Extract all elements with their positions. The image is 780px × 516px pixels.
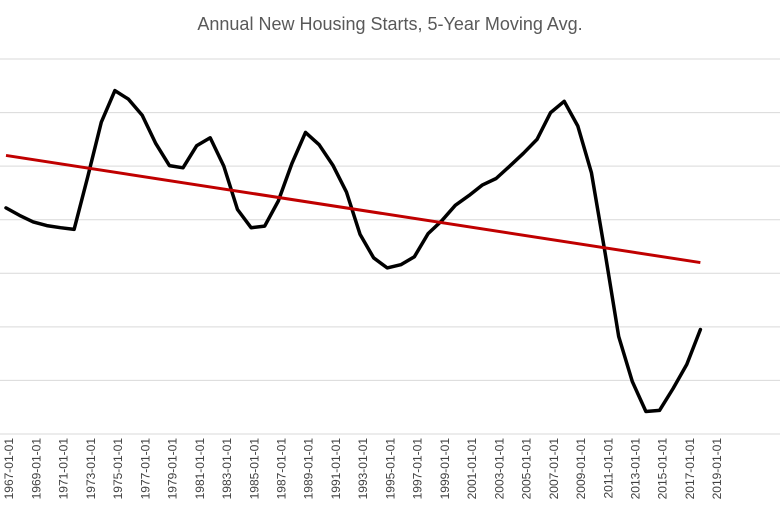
x-tick-label: 2001-01-01 bbox=[465, 438, 479, 500]
x-tick-label: 1973-01-01 bbox=[84, 438, 98, 500]
x-tick-label: 2005-01-01 bbox=[520, 438, 534, 500]
x-tick-label: 1999-01-01 bbox=[438, 438, 452, 500]
x-tick-label: 1975-01-01 bbox=[111, 438, 125, 500]
x-axis-tick-labels: 1967-01-01 1969-01-01 1971-01-01 1973-01-01… bbox=[2, 438, 724, 500]
x-tick-label: 1971-01-01 bbox=[57, 438, 71, 500]
x-tick-label: 2011-01-01 bbox=[601, 438, 615, 499]
x-tick-label: 1995-01-01 bbox=[383, 438, 397, 500]
x-tick-label: 1987-01-01 bbox=[274, 438, 288, 500]
x-tick-label: 1969-01-01 bbox=[29, 438, 43, 500]
trend-line bbox=[5, 153, 701, 265]
x-tick-label: 2007-01-01 bbox=[547, 438, 561, 500]
x-tick-label: 1997-01-01 bbox=[411, 438, 425, 500]
chart-title: Annual New Housing Starts, 5-Year Moving… bbox=[197, 14, 583, 34]
x-tick-label: 2017-01-01 bbox=[683, 438, 697, 500]
series-line bbox=[4, 88, 703, 414]
x-tick-label: 1981-01-01 bbox=[193, 438, 207, 500]
x-tick-label: 1967-01-01 bbox=[2, 438, 16, 500]
x-tick-label: 1983-01-01 bbox=[220, 438, 234, 500]
grid-lines bbox=[0, 58, 780, 435]
x-tick-label: 2019-01-01 bbox=[710, 438, 724, 500]
x-tick-label: 2003-01-01 bbox=[492, 438, 506, 500]
x-tick-label: 1993-01-01 bbox=[356, 438, 370, 500]
x-tick-label: 1979-01-01 bbox=[166, 438, 180, 500]
x-tick-label: 1991-01-01 bbox=[329, 438, 343, 500]
x-tick-label: 1977-01-01 bbox=[138, 438, 152, 500]
series-layer bbox=[4, 88, 703, 414]
x-tick-label: 1985-01-01 bbox=[247, 438, 261, 500]
x-tick-label: 1989-01-01 bbox=[302, 438, 316, 500]
x-tick-label: 2009-01-01 bbox=[574, 438, 588, 500]
x-tick-label: 2013-01-01 bbox=[628, 438, 642, 500]
x-tick-label: 2015-01-01 bbox=[656, 438, 670, 500]
